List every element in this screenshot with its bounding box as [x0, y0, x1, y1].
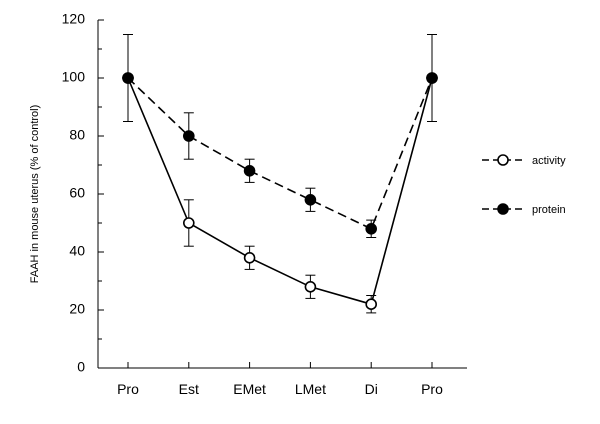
legend-marker: [497, 203, 509, 215]
y-axis-label: FAAH in mouse uterus (% of control): [29, 105, 41, 284]
x-tick-label: LMet: [295, 381, 326, 397]
x-tick-label: EMet: [233, 381, 266, 397]
x-tick-label: Di: [365, 381, 378, 397]
legend: activity protein: [482, 154, 566, 216]
y-tick-label: 120: [62, 11, 86, 27]
x-tick-label: Pro: [421, 381, 443, 397]
x-tick-label: Est: [179, 381, 199, 397]
data-point-activity: [243, 251, 256, 264]
data-point-protein: [304, 194, 317, 206]
y-tick-label: 100: [62, 69, 86, 85]
y-tick-label: 80: [69, 127, 85, 143]
x-tick-label: Pro: [117, 381, 139, 397]
data-point-protein: [365, 223, 378, 235]
series-activity: [122, 34, 438, 314]
data-point-activity: [304, 280, 317, 293]
data-point-protein: [183, 130, 195, 142]
tick-labels: 0 20 40 60 80 100 120 Pro Est EMet LMet Di Pro: [62, 11, 443, 397]
data-point-activity: [365, 298, 378, 311]
data-point-protein: [243, 165, 256, 177]
y-tick-label: 40: [69, 243, 85, 259]
y-tick-label: 0: [77, 359, 85, 375]
data-point-protein: [426, 72, 438, 84]
legend-label: protein: [532, 204, 566, 216]
legend-entry-protein: protein: [482, 203, 566, 216]
series-line-protein: [127, 77, 433, 230]
legend-label: activity: [532, 155, 566, 167]
axes: [97, 19, 467, 369]
y-tick-label: 20: [69, 301, 85, 317]
data-point-activity: [183, 217, 195, 229]
legend-marker: [497, 154, 509, 166]
legend-entry-activity: activity: [482, 154, 566, 167]
series-line-activity: [127, 77, 433, 306]
y-tick-label: 60: [69, 185, 85, 201]
data-point-protein: [122, 72, 134, 84]
series-group: [122, 34, 438, 314]
series-protein: [122, 72, 438, 238]
